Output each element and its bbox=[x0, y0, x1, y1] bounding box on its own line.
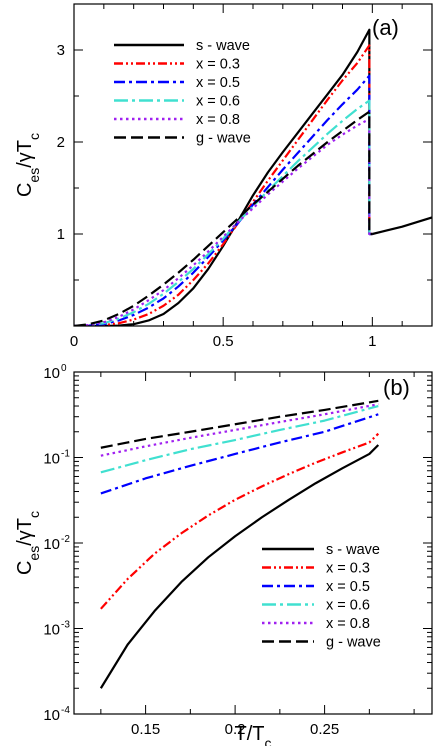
y-axis-title: Ces/γTc bbox=[14, 133, 42, 197]
x-tick-label: 0.15 bbox=[131, 721, 160, 738]
legend-label: g - wave bbox=[326, 635, 381, 651]
series-line-x08 bbox=[74, 117, 373, 326]
series-line-g-wave bbox=[74, 110, 373, 326]
plot-frame bbox=[73, 371, 433, 715]
legend-label: x = 0.5 bbox=[326, 579, 370, 595]
series-line-s-wave bbox=[74, 28, 432, 326]
series-line-g-wave bbox=[100, 399, 379, 449]
legend-label: s - wave bbox=[326, 542, 380, 558]
panel-label: (b) bbox=[383, 375, 410, 400]
panel-a-chart: 0 0.5 1 1 2 3 s - wave x = 0.3 x = 0.5 x = 0.6 x =… bbox=[14, 3, 433, 350]
y-tick-label: 10 bbox=[43, 622, 60, 639]
series-line-x05 bbox=[100, 413, 379, 495]
y-tick-exponent: -3 bbox=[61, 620, 70, 631]
panel-label: (a) bbox=[372, 15, 399, 40]
y-tick-label: 10 bbox=[43, 707, 60, 724]
x-tick-label: 0 bbox=[70, 333, 78, 350]
series-line-s-wave bbox=[99, 444, 380, 689]
x-tick-label: 0.2 bbox=[225, 721, 246, 738]
legend-label: x = 0.6 bbox=[326, 598, 370, 614]
series-line-x06 bbox=[100, 404, 379, 474]
series-line-x08 bbox=[100, 403, 379, 457]
y-tick-exponent: -4 bbox=[61, 705, 70, 716]
x-axis-title: T/Tc bbox=[235, 723, 272, 746]
series-line-x03 bbox=[100, 432, 380, 610]
y-tick-label: 3 bbox=[57, 42, 65, 59]
legend-label: x = 0.8 bbox=[196, 112, 240, 128]
y-tick-exponent: 0 bbox=[61, 363, 67, 374]
y-tick-label: 10 bbox=[43, 451, 60, 468]
x-tick-label: 1 bbox=[368, 333, 376, 350]
y-tick-label: 1 bbox=[57, 226, 65, 243]
y-tick-exponent: -1 bbox=[61, 449, 70, 460]
legend-label: g - wave bbox=[196, 131, 251, 147]
legend-label: s - wave bbox=[196, 38, 250, 54]
x-tick-label: 0.25 bbox=[310, 721, 339, 738]
legend-label: x = 0.5 bbox=[196, 75, 240, 91]
legend-label: x = 0.8 bbox=[326, 616, 370, 632]
y-axis-title: Ces/γTc bbox=[14, 511, 42, 575]
legend-label: x = 0.3 bbox=[196, 57, 240, 73]
plot-frame bbox=[73, 3, 433, 327]
y-tick-label: 10 bbox=[43, 536, 60, 553]
legend-label: x = 0.6 bbox=[196, 94, 240, 110]
y-tick-exponent: -2 bbox=[61, 534, 70, 545]
y-tick-label: 2 bbox=[57, 134, 65, 151]
y-tick-label: 10 bbox=[43, 365, 60, 382]
legend-label: x = 0.3 bbox=[326, 561, 370, 577]
x-tick-label: 0.5 bbox=[213, 333, 234, 350]
